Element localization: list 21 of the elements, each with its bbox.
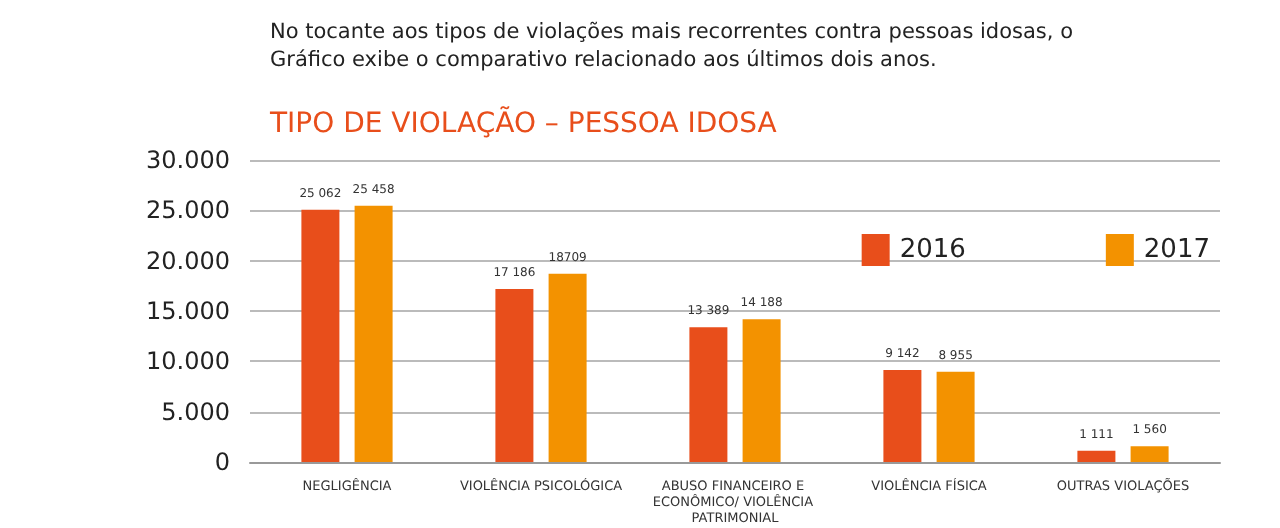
bar — [883, 369, 922, 462]
y-tick-label: 15.000 — [146, 297, 230, 325]
chart-title: TIPO DE VIOLAÇÃO – PESSOA IDOSA — [268, 106, 778, 140]
bar — [936, 371, 975, 462]
y-tick-label: 30.000 — [146, 146, 230, 174]
chart-subtitle: No tocante aos tipos de violações mais recorrentes contra pessoas idosas, o Gráfico exibe o comparativo relacionado aos últimos dois anos. — [270, 20, 1073, 72]
y-tick-label: 10.000 — [146, 347, 230, 376]
bar — [495, 288, 534, 462]
bar — [689, 327, 728, 462]
bar — [548, 273, 587, 462]
y-tick-label: 25.000 — [146, 196, 230, 225]
bar — [742, 319, 781, 462]
y-tick-label: 20.000 — [146, 246, 230, 275]
y-tick-label: 0 — [214, 448, 230, 476]
bar — [1130, 446, 1169, 462]
legend-label: 2017 — [1143, 235, 1211, 265]
bar — [1077, 450, 1116, 462]
y-tick-label: 5.000 — [161, 397, 230, 426]
bar — [354, 205, 393, 462]
legend-label: 2016 — [899, 235, 966, 265]
bar — [301, 209, 340, 462]
